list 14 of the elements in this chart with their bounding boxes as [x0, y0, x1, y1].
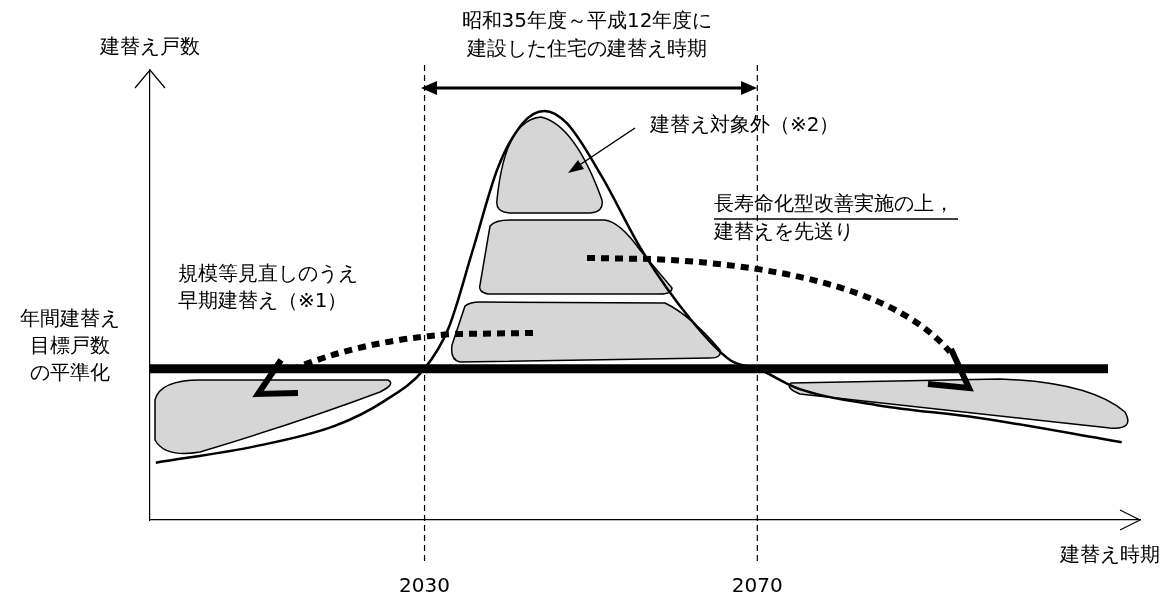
x-tick-label: 2030 [399, 573, 450, 598]
y-axis-title: 建替え戸数 [99, 34, 200, 59]
annotation: 長寿命化型改善実施の上， [714, 191, 954, 216]
annotation: 建替え対象外（※2） [649, 112, 840, 137]
text: の平準化 [30, 360, 110, 385]
text: 建設した住宅の建替え時期 [466, 36, 707, 61]
text: 昭和35年度～平成12年度に [461, 8, 713, 33]
annotation: 早期建替え（※1） [178, 288, 348, 313]
text: 年間建替え [20, 306, 120, 331]
x-tick-label: 2070 [731, 573, 783, 598]
text: 目標戸数 [30, 333, 110, 358]
x-axis-title: 建替え時期 [1059, 542, 1160, 567]
annotation: 建替えを先送り [713, 219, 854, 244]
annotation: 規模等見直しのうえ [178, 261, 358, 286]
